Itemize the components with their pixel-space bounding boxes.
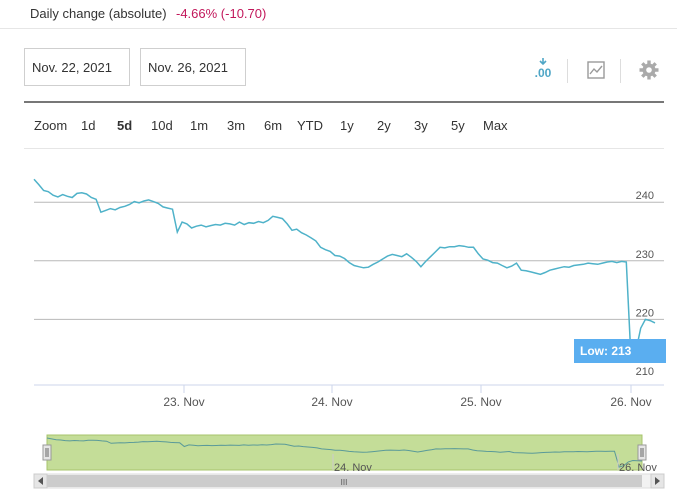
navigator-right-handle[interactable] (637, 444, 647, 461)
zoom-10d-button[interactable]: 10d (151, 118, 173, 133)
zoom-6m-button[interactable]: 6m (264, 118, 283, 133)
x-tick-label-3: 26. Nov (610, 395, 651, 409)
controls-divider (24, 101, 664, 103)
zoom-label: Zoom (34, 118, 68, 133)
zoom-1d-button[interactable]: 1d (81, 118, 96, 133)
y-axis-ticks: 210 220 230 240 (636, 190, 654, 378)
chart-gridlines (34, 201, 664, 320)
zoom-5d-button[interactable]: 5d (117, 118, 133, 133)
scrollbar-grip: III (341, 478, 348, 487)
navigator-label-24-nov: 24. Nov (334, 462, 372, 474)
navigator-series-line (46, 437, 643, 468)
daily-change-value: -4.66% (-10.70) (176, 6, 267, 21)
settings-gear-glyph (639, 60, 659, 80)
chart-type-icon[interactable] (586, 60, 606, 80)
scrollbar-left-arrow[interactable] (33, 473, 48, 489)
range-navigator[interactable]: 24. Nov 26. Nov III (0, 430, 677, 501)
zoom-ytd-button[interactable]: YTD (297, 118, 323, 133)
daily-change-label: Daily change (absolute) (30, 6, 167, 21)
toolbar-divider (567, 59, 568, 83)
x-tick-label-2: 25. Nov (460, 395, 501, 409)
x-tick-label-1: 24. Nov (311, 395, 352, 409)
x-axis-ticks: 23. Nov 24. Nov 25. Nov 26. Nov (163, 385, 652, 409)
zoom-5y-button[interactable]: 5y (451, 118, 465, 133)
y-tick-label-240: 240 (636, 190, 654, 202)
zoom-3m-button[interactable]: 3m (227, 118, 246, 133)
toolbar-divider (620, 59, 621, 83)
low-annotation: Low: 213 (574, 339, 666, 363)
zoom-3y-button[interactable]: 3y (414, 118, 428, 133)
zoom-1y-button[interactable]: 1y (340, 118, 354, 133)
y-tick-label-210: 210 (636, 366, 654, 378)
zoom-max-button[interactable]: Max (483, 118, 508, 133)
download-csv-glyph: .00 (535, 58, 552, 80)
zoom-divider (24, 148, 664, 149)
y-tick-label-220: 220 (636, 307, 654, 319)
chart-type-glyph (587, 61, 605, 79)
low-annotation-label: Low: 213 (580, 344, 632, 358)
date-from-input[interactable]: Nov. 22, 2021 (24, 48, 130, 86)
y-tick-label-230: 230 (636, 249, 654, 261)
navigator-scrollbar-thumb[interactable] (47, 475, 642, 487)
x-tick-label-0: 23. Nov (163, 395, 204, 409)
download-csv-icon[interactable]: .00 (530, 56, 556, 82)
price-series-line (33, 178, 656, 364)
zoom-2y-button[interactable]: 2y (377, 118, 391, 133)
navigator-left-handle[interactable] (42, 444, 52, 461)
daily-change-bar: Daily change (absolute) -4.66% (-10.70) (0, 0, 677, 29)
zoom-1m-button[interactable]: 1m (190, 118, 209, 133)
scrollbar-right-arrow[interactable] (650, 473, 665, 489)
price-chart[interactable]: 210 220 230 240 23. Nov 24. Nov 25. Nov 26. No… (0, 150, 677, 415)
download-csv-label: .00 (535, 66, 552, 80)
navigator-label-26-nov: 26. Nov (619, 462, 657, 474)
low-annotation-box (574, 339, 666, 363)
settings-gear-icon[interactable] (638, 59, 660, 81)
date-to-input[interactable]: Nov. 26, 2021 (140, 48, 246, 86)
zoom-bar: Zoom 1d 5d 10d 1m 3m 6m YTD 1y 2y 3y 5y … (24, 112, 664, 140)
